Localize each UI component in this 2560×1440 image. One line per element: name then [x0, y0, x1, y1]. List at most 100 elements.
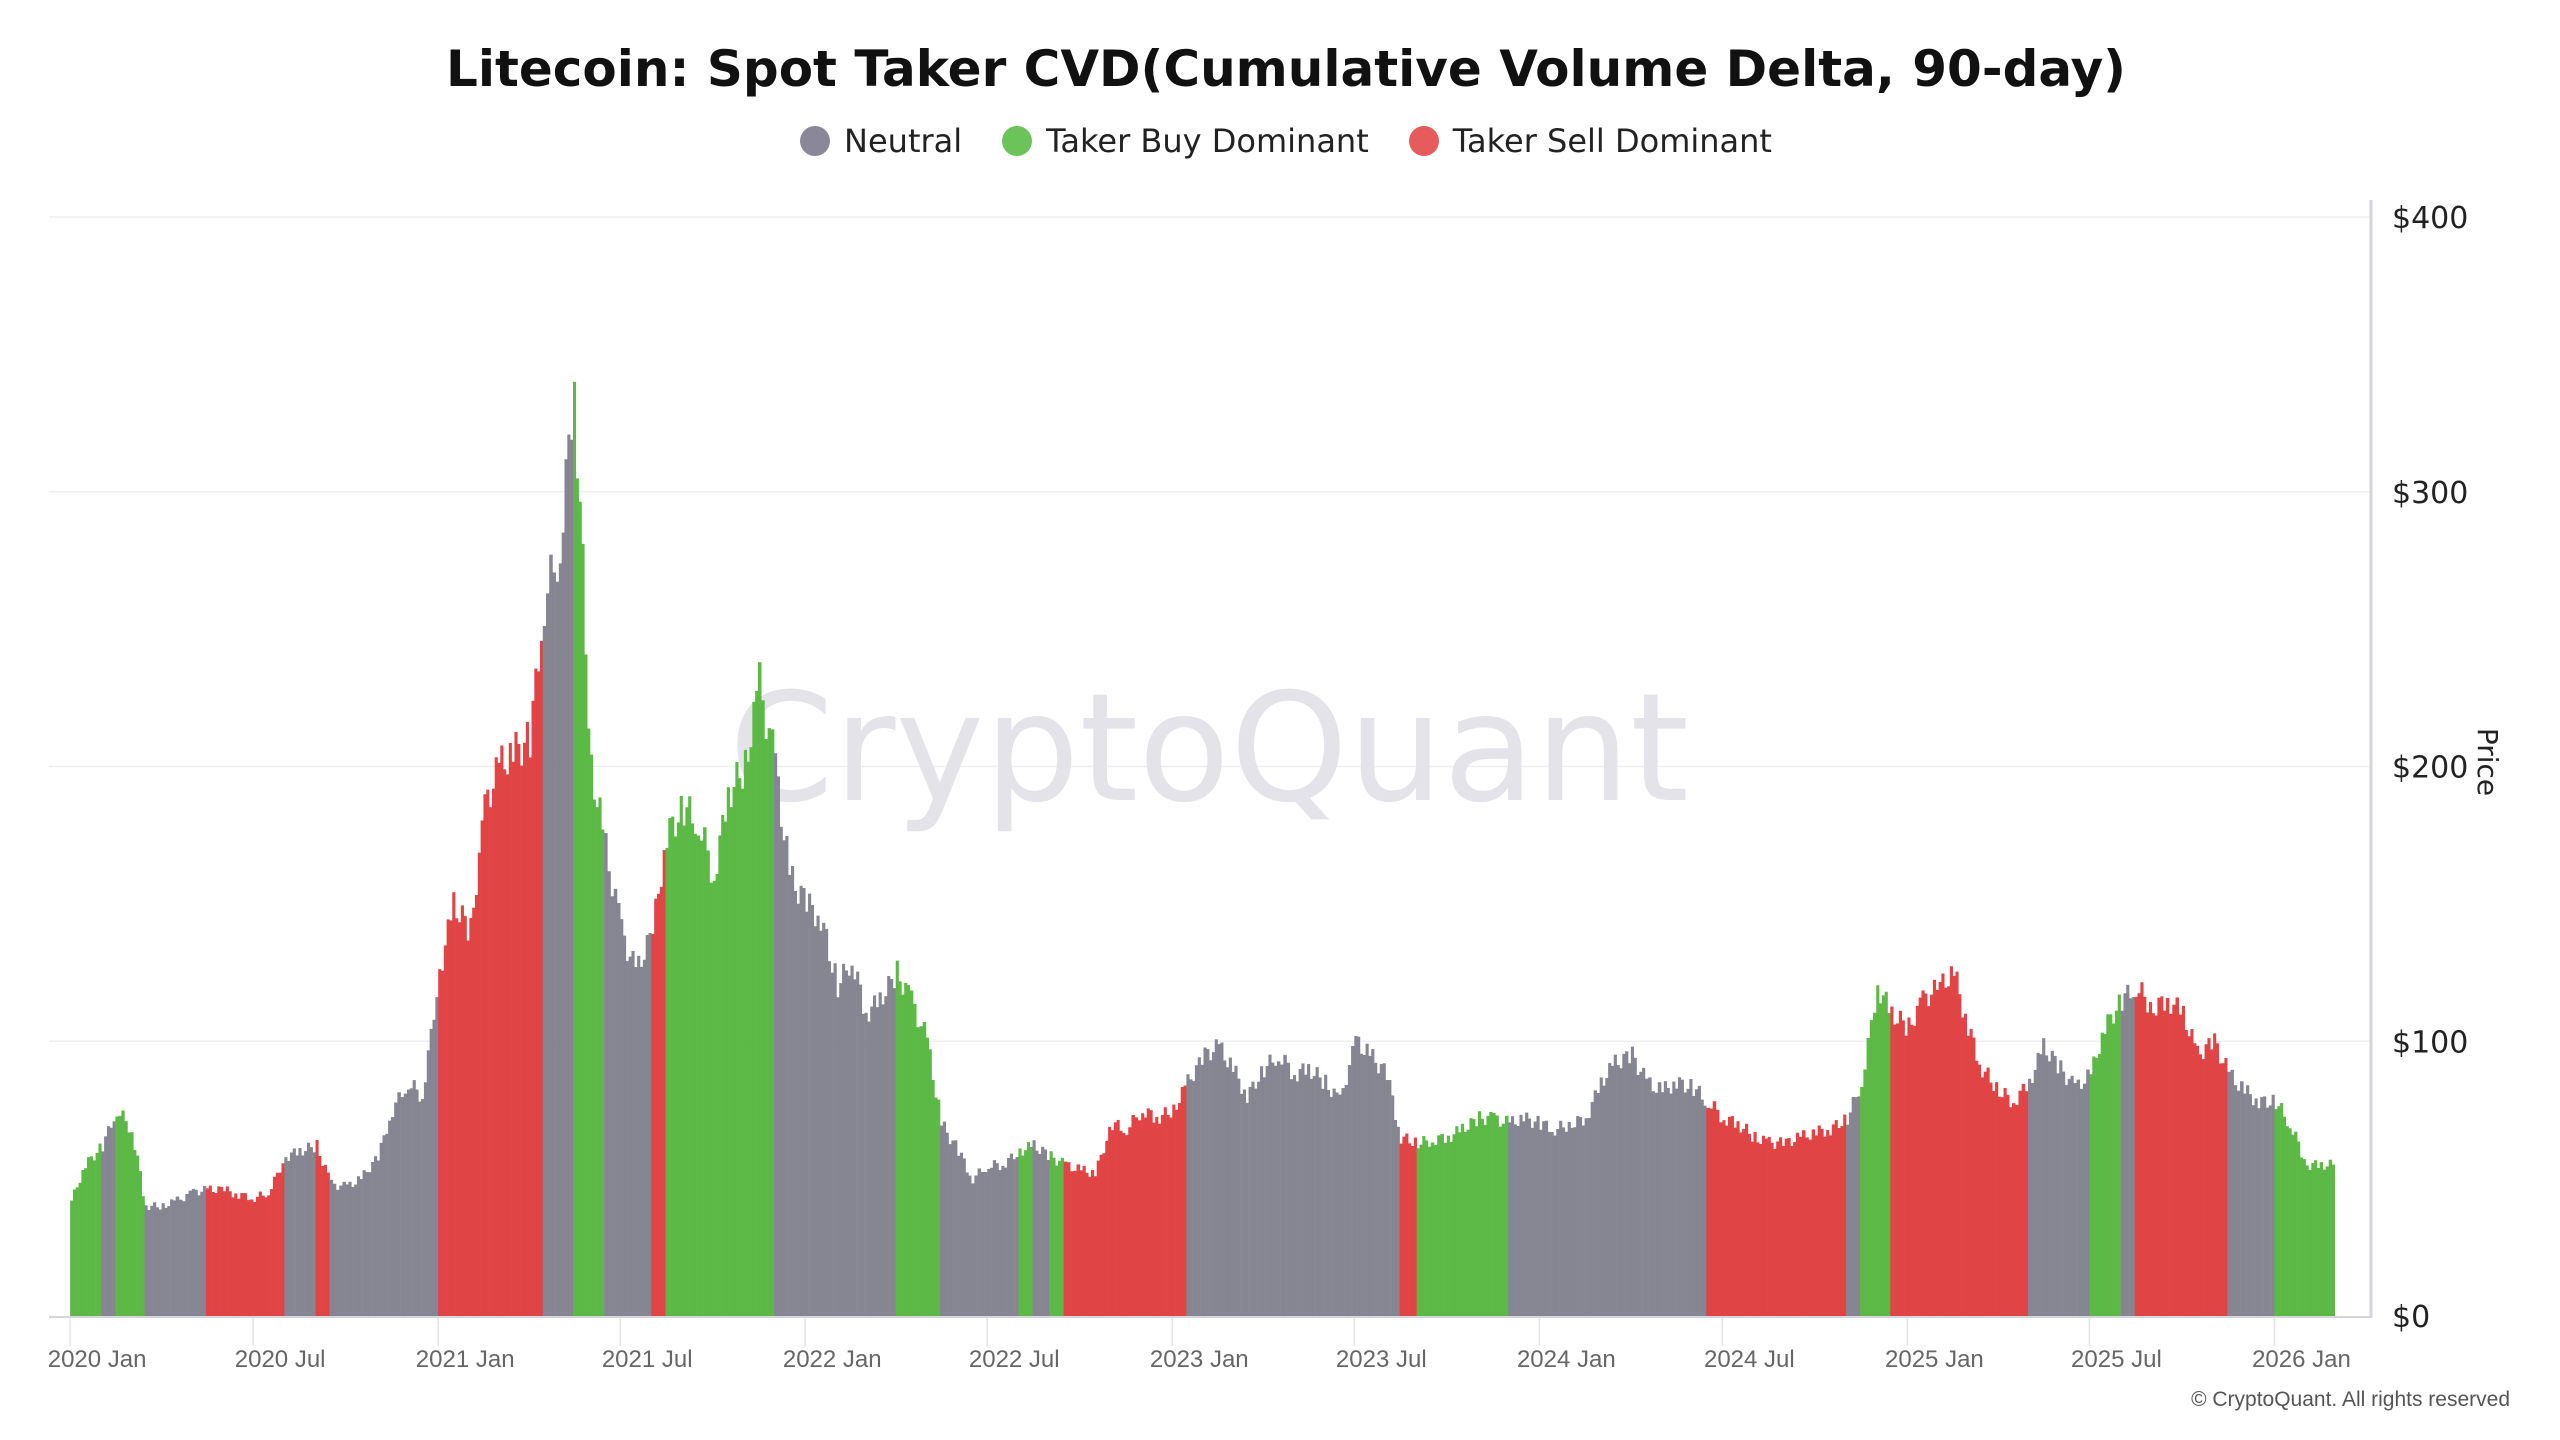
price-bar	[1573, 1127, 1577, 1316]
price-bar	[1341, 1088, 1345, 1316]
price-bar	[864, 1012, 868, 1316]
price-bar	[1283, 1054, 1287, 1316]
x-tick-label: 2023 Jan	[1150, 1346, 1249, 1373]
price-bar	[164, 1207, 168, 1316]
price-bar	[336, 1189, 340, 1316]
y-tick-label: $400	[2392, 201, 2468, 236]
price-bar	[592, 799, 596, 1316]
price-bar	[850, 965, 854, 1316]
price-bar	[339, 1185, 343, 1316]
price-bar	[503, 769, 507, 1316]
price-bar	[2067, 1078, 2071, 1316]
price-bar	[1262, 1077, 1266, 1316]
price-bar	[990, 1167, 994, 1316]
price-bar	[1773, 1148, 1777, 1316]
price-bar	[706, 850, 710, 1316]
price-bar	[715, 873, 719, 1316]
price-bar	[138, 1171, 143, 1316]
price-bar	[2291, 1134, 2295, 1316]
price-bar	[155, 1207, 160, 1316]
price-bar	[668, 818, 672, 1316]
price-bar	[688, 796, 692, 1316]
price-bar	[616, 902, 621, 1316]
price-bar	[354, 1184, 358, 1316]
price-bar	[421, 1099, 425, 1316]
price-bar	[1382, 1063, 1386, 1316]
price-bar	[1753, 1132, 1757, 1316]
price-bar	[1410, 1146, 1415, 1316]
price-bar	[500, 745, 504, 1316]
price-bar	[1814, 1135, 1819, 1316]
price-bar	[1486, 1115, 1490, 1316]
price-bar	[892, 988, 897, 1316]
price-bar	[1817, 1125, 1821, 1316]
price-bar	[1947, 986, 1951, 1316]
legend-dot-neutral-icon	[800, 126, 831, 156]
price-bar	[2230, 1069, 2234, 1316]
price-bar	[390, 1117, 395, 1316]
price-bar	[1405, 1133, 1409, 1316]
price-bar	[1779, 1137, 1783, 1316]
y-tick-label: $100	[2392, 1025, 2468, 1060]
price-bar	[356, 1176, 361, 1316]
price-bar	[2070, 1075, 2074, 1316]
price-bar	[1596, 1093, 1600, 1316]
price-bar	[1125, 1135, 1129, 1316]
price-bar	[2218, 1063, 2222, 1316]
price-bar	[1805, 1137, 1809, 1316]
price-bar	[1689, 1079, 1693, 1316]
price-bar	[365, 1172, 369, 1316]
price-bar	[474, 895, 479, 1316]
price-bar	[1251, 1081, 1255, 1316]
price-bar	[397, 1092, 401, 1316]
price-bar	[1231, 1071, 1235, 1316]
price-bar	[995, 1163, 999, 1316]
price-bar	[1223, 1060, 1227, 1316]
price-bar	[2187, 1036, 2191, 1316]
price-bar	[2059, 1060, 2063, 1316]
price-bar	[258, 1191, 262, 1316]
price-bar	[696, 835, 701, 1316]
price-bar	[1930, 994, 1934, 1316]
price-bar	[1402, 1136, 1406, 1316]
price-bar	[1516, 1126, 1520, 1316]
price-bar	[1110, 1130, 1115, 1316]
price-bar	[1669, 1093, 1673, 1316]
price-bar	[1935, 989, 1939, 1316]
price-bar	[2190, 1029, 2194, 1316]
price-bar	[2297, 1141, 2301, 1316]
price-bar	[2047, 1061, 2052, 1316]
price-bar	[306, 1142, 311, 1316]
price-bar	[1430, 1142, 1435, 1316]
price-bar	[275, 1172, 279, 1316]
price-bar	[525, 721, 529, 1316]
price-bar	[2210, 1049, 2214, 1316]
legend-item-neutral[interactable]: Neutral	[800, 122, 962, 160]
price-bar	[1143, 1117, 1148, 1316]
price-bar	[1416, 1148, 1420, 1316]
price-bar	[2302, 1159, 2306, 1316]
price-bar	[2112, 1023, 2116, 1316]
price-bar	[2240, 1081, 2244, 1316]
price-bar	[770, 729, 775, 1316]
price-bar	[919, 1026, 923, 1316]
price-bar	[805, 911, 809, 1316]
price-bar	[584, 654, 588, 1316]
price-bar	[1570, 1127, 1574, 1316]
price-bar	[1686, 1088, 1690, 1316]
price-bar	[895, 960, 899, 1316]
price-bar	[1890, 1006, 1894, 1316]
legend-item-taker-sell[interactable]: Taker Sell Dominant	[1408, 122, 1772, 160]
price-bar	[1192, 1081, 1196, 1316]
price-bar	[170, 1199, 174, 1316]
legend-item-taker-buy[interactable]: Taker Buy Dominant	[1002, 122, 1369, 160]
price-bar	[2011, 1103, 2016, 1316]
price-bar	[1149, 1110, 1153, 1316]
price-bar	[1590, 1102, 1594, 1316]
price-bar	[537, 671, 541, 1316]
price-bar	[2305, 1165, 2309, 1316]
price-bar	[1004, 1167, 1008, 1316]
price-bar	[1183, 1085, 1187, 1316]
price-bar	[1742, 1129, 1746, 1316]
price-bar	[816, 915, 820, 1316]
